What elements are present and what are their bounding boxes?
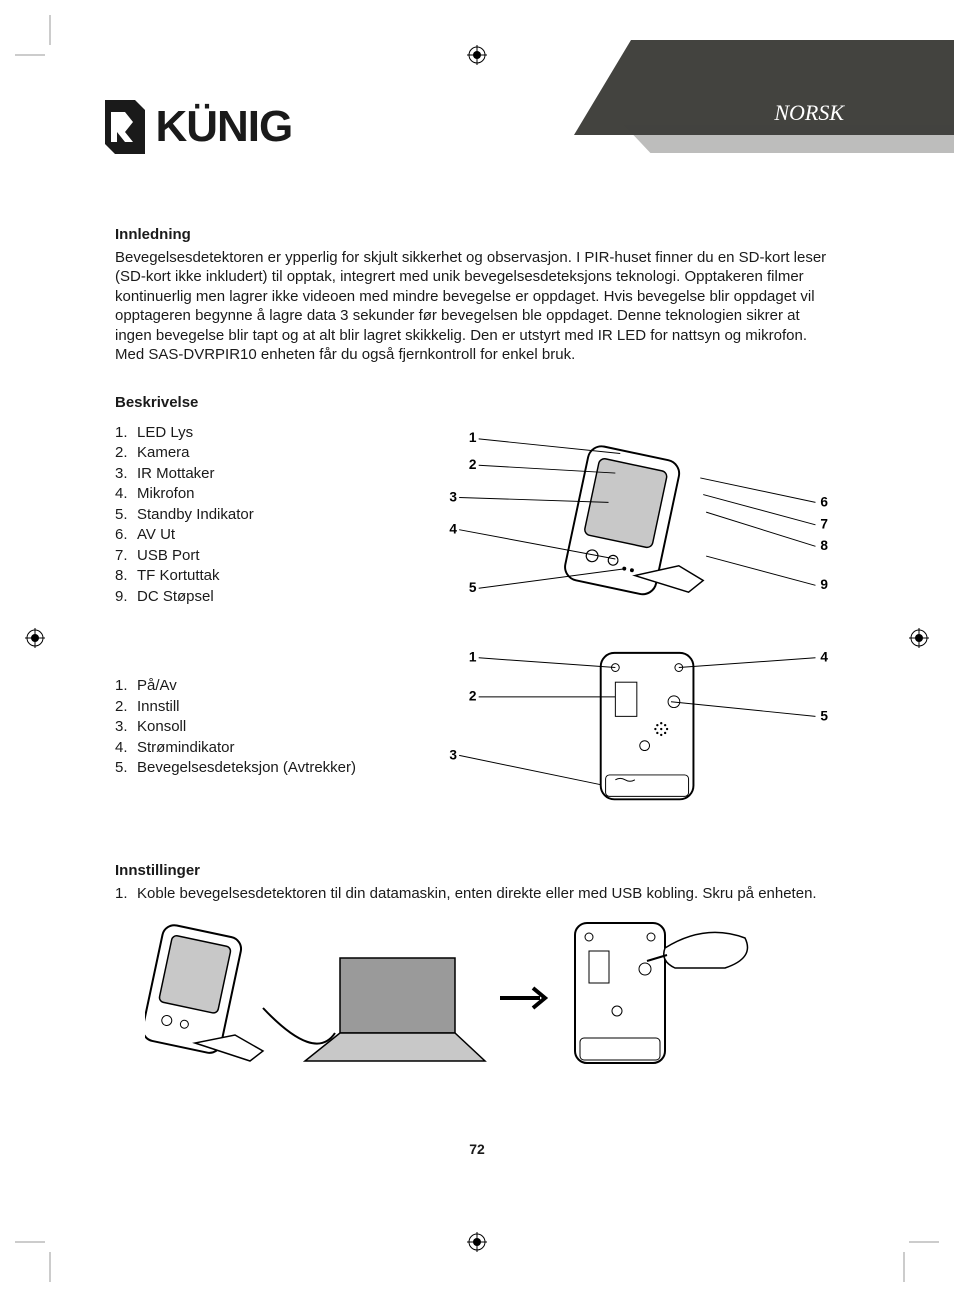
list-item: 6.AV Ut bbox=[115, 525, 395, 546]
crop-mark-bl bbox=[15, 1222, 55, 1282]
list-item: 2.Innstill bbox=[115, 696, 395, 717]
front-parts-list: 1.LED Lys 2.Kamera 3.IR Mottaker 4.Mikro… bbox=[115, 422, 395, 607]
svg-text:3: 3 bbox=[449, 489, 457, 504]
list-item: 5.Standby Indikator bbox=[115, 504, 395, 525]
svg-text:4: 4 bbox=[449, 522, 457, 537]
svg-text:7: 7 bbox=[820, 517, 828, 532]
list-item: 3.IR Mottaker bbox=[115, 463, 395, 484]
settings-item-number: 1. bbox=[115, 884, 137, 904]
svg-text:2: 2 bbox=[469, 457, 477, 472]
svg-text:1: 1 bbox=[469, 430, 477, 445]
reg-mark-right bbox=[909, 628, 929, 648]
front-diagram: 1 2 3 4 5 6 7 8 9 bbox=[425, 422, 835, 612]
svg-text:8: 8 bbox=[820, 538, 828, 553]
language-label: NORSK bbox=[774, 100, 844, 126]
brand-text: KÜNIG bbox=[155, 102, 292, 152]
page-number: 72 bbox=[0, 1141, 954, 1157]
list-item: 9.DC Støpsel bbox=[115, 586, 395, 607]
settings-item-text: Koble bevegelsesdetektoren til din datam… bbox=[137, 884, 835, 904]
intro-body: Bevegelsesdetektoren er ypperlig for skj… bbox=[115, 248, 835, 365]
reg-mark-top bbox=[467, 45, 487, 65]
list-item: 4.Strømindikator bbox=[115, 737, 395, 758]
description-heading: Beskrivelse bbox=[115, 393, 835, 413]
crop-mark-br bbox=[899, 1222, 939, 1282]
settings-heading: Innstillinger bbox=[115, 861, 835, 881]
svg-text:5: 5 bbox=[469, 580, 477, 595]
list-item: 3.Konsoll bbox=[115, 717, 395, 738]
brand-logo: KÜNIG bbox=[105, 100, 292, 154]
svg-text:5: 5 bbox=[820, 708, 828, 723]
svg-text:3: 3 bbox=[449, 747, 457, 762]
crop-mark-tl bbox=[15, 15, 55, 75]
svg-text:2: 2 bbox=[469, 688, 477, 703]
back-parts-list: 1.På/Av 2.Innstill 3.Konsoll 4.Strømindi… bbox=[115, 676, 395, 779]
svg-text:4: 4 bbox=[820, 649, 828, 664]
reg-mark-left bbox=[25, 628, 45, 648]
svg-text:1: 1 bbox=[469, 649, 477, 664]
settings-diagram bbox=[145, 913, 765, 1073]
list-item: 1.LED Lys bbox=[115, 422, 395, 443]
header-corner-shadow bbox=[624, 125, 954, 153]
intro-heading: Innledning bbox=[115, 225, 835, 245]
list-item: 1.På/Av bbox=[115, 676, 395, 697]
svg-text:6: 6 bbox=[820, 494, 828, 509]
back-diagram: 1 2 3 4 5 bbox=[425, 636, 835, 826]
list-item: 8.TF Kortuttak bbox=[115, 566, 395, 587]
list-item: 4.Mikrofon bbox=[115, 484, 395, 505]
header-corner-shape bbox=[574, 40, 954, 135]
reg-mark-bottom bbox=[467, 1232, 487, 1252]
list-item: 7.USB Port bbox=[115, 545, 395, 566]
list-item: 5.Bevegelsesdeteksjon (Avtrekker) bbox=[115, 758, 395, 779]
list-item: 2.Kamera bbox=[115, 443, 395, 464]
svg-text:9: 9 bbox=[820, 577, 828, 592]
logo-mark-icon bbox=[105, 100, 145, 154]
